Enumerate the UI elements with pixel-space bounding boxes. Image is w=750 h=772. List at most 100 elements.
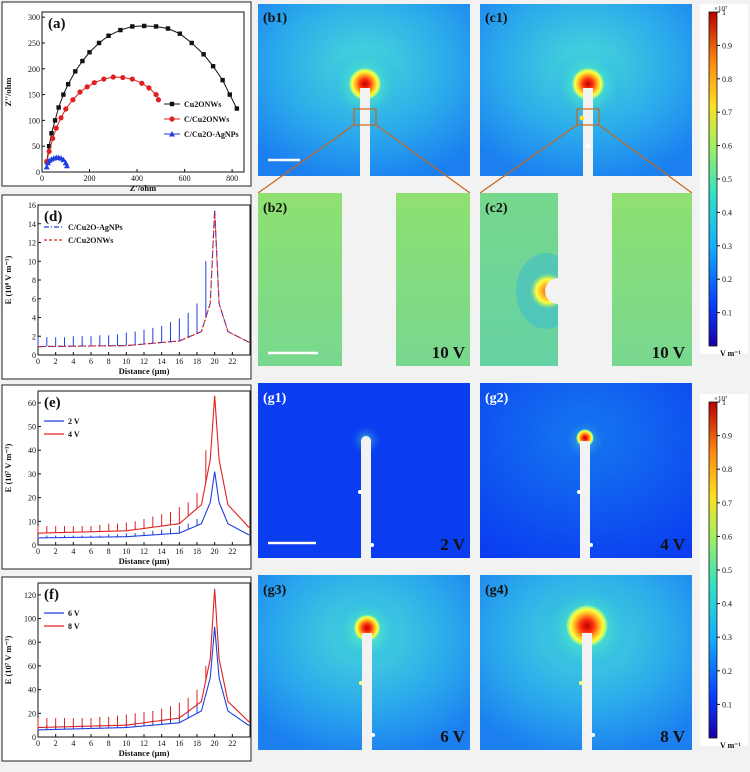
series-line-C/Cu2O-AgNPs [37, 209, 250, 348]
data-point [96, 40, 102, 46]
x-axis-label: Distance (μm) [119, 366, 170, 376]
colorbar-tick-label: 0.2 [722, 275, 732, 284]
colorbar-tick-label: 0.5 [722, 175, 732, 184]
colorbar-tick-label: 0.1 [722, 309, 732, 318]
x-tick-label: 12 [140, 547, 148, 556]
field-map-g3: (g3) 6 V [258, 575, 470, 750]
data-point [146, 85, 152, 91]
field-map-c2: (c2) 10 V [480, 193, 692, 366]
y-tick-label: 0 [32, 541, 36, 550]
data-point [201, 52, 206, 57]
data-point [61, 92, 66, 97]
legend-label: C/Cu2ONWs [68, 236, 113, 245]
data-point [177, 31, 183, 36]
x-tick-label: 200 [84, 174, 96, 183]
legend-label: Cu2ONWs [184, 100, 221, 109]
x-tick-label: 4 [71, 357, 75, 366]
colorbar-tick-label: 0.3 [722, 633, 732, 642]
field-distance-chart-e: 0 2 4 6 8 10 12 14 16 18 20 22 0 10 20 30 40 50 60 Distance… [1, 384, 252, 570]
legend-label: C/Cu2O-AgNPs [68, 223, 123, 232]
colorbar-tick-label: 0.3 [722, 242, 732, 251]
y-axis-label: Z''/ohm [3, 78, 13, 107]
x-tick-label: 10 [122, 547, 130, 556]
x-tick-label: 8 [107, 357, 111, 366]
colorbar-tick-label: 0.8 [722, 465, 732, 474]
x-tick-label: 6 [89, 739, 93, 748]
y-tick-label: 100 [24, 615, 36, 624]
x-tick-label: 20 [211, 357, 219, 366]
x-tick-label: 16 [175, 547, 183, 556]
x-tick-label: 2 [54, 739, 58, 748]
x-tick-label: 8 [107, 739, 111, 748]
y-tick-label: 60 [28, 662, 36, 671]
field-map-g2: (g2) 4 V [480, 383, 692, 558]
field-map-g1: (g1) 2 V [258, 383, 470, 558]
x-axis-label: Distance (μm) [119, 556, 170, 566]
colorbar-tick-label: 0.4 [722, 208, 732, 217]
legend-marker [169, 101, 175, 107]
y-tick-label: 60 [28, 399, 36, 408]
panel-label-g2: (g2) [485, 391, 509, 406]
x-tick-label: 2 [54, 547, 58, 556]
panel-label-c1: (c1) [485, 11, 508, 26]
colorbar-tick-label: 0.8 [722, 75, 732, 84]
field-distance-chart-f: 0 2 4 6 8 10 12 14 16 18 20 22 0 20 40 60 80 100 120 Distan… [1, 576, 252, 762]
data-point [65, 82, 71, 87]
series-line-4 V [37, 395, 250, 534]
colorbar-tick-label: 0.9 [722, 432, 732, 441]
y-axis-label: E (10⁷ V m⁻¹) [3, 635, 13, 684]
x-tick-label: 18 [193, 547, 201, 556]
y-tick-label: 300 [28, 13, 40, 22]
data-point [234, 106, 240, 111]
panel-frame [1, 194, 252, 380]
data-point [91, 80, 97, 86]
x-tick-label: 12 [140, 739, 148, 748]
y-axis-label: E (10⁷ V m⁻¹) [3, 443, 13, 492]
legend-label: 4 V [68, 430, 80, 439]
colorbar-gradient [708, 401, 718, 739]
data-point [153, 91, 159, 98]
field-distance-chart-d: 0 2 4 6 8 10 12 14 16 18 20 22 0 2 4 6 8 10 12 14 16 Distance… [1, 194, 252, 380]
data-point [46, 143, 52, 149]
y-tick-label: 2 [32, 332, 36, 341]
colorbar-exponent: ×10⁷ [714, 395, 728, 403]
x-tick-label: 10 [122, 739, 130, 748]
x-tick-label: 12 [140, 357, 148, 366]
x-tick-label: 16 [175, 357, 183, 366]
panel-label: (d) [44, 209, 62, 225]
x-tick-label: 0 [36, 357, 40, 366]
x-tick-label: 14 [158, 739, 166, 748]
y-tick-label: 10 [28, 257, 36, 266]
panel-label: (e) [44, 395, 61, 411]
data-point [70, 97, 76, 103]
x-tick-label: 0 [36, 547, 40, 556]
y-tick-label: 250 [28, 39, 40, 48]
field-map-b2: (b2) 10 V [258, 193, 470, 366]
data-point [101, 76, 107, 82]
plot-area [41, 11, 245, 173]
voltage-label-g4: 8 V [660, 727, 685, 746]
y-axis-label: E (10⁸ V m⁻¹) [3, 255, 13, 304]
field-map-g4: (g4) 8 V [480, 575, 692, 750]
y-tick-label: 8 [32, 276, 36, 285]
data-point [110, 74, 116, 80]
voltage-label-g2: 4 V [660, 535, 685, 554]
data-point [53, 125, 59, 131]
x-tick-label: 0 [40, 174, 44, 183]
y-tick-label: 120 [24, 591, 36, 600]
series-line-2 V [37, 471, 250, 539]
x-axis-label: Distance (μm) [119, 748, 170, 758]
colorbar-tick-label: 0.2 [722, 667, 732, 676]
y-tick-label: 40 [28, 446, 36, 455]
series-line-C/Cu2ONWs [37, 211, 250, 348]
x-tick-label: 16 [175, 739, 183, 748]
x-tick-label: 4 [71, 739, 75, 748]
data-point [43, 163, 50, 170]
x-tick-label: 8 [107, 547, 111, 556]
legend-label: 2 V [68, 417, 80, 426]
panel-label-g1: (g1) [263, 391, 287, 406]
panel-frame [1, 1, 252, 187]
legend-marker [169, 116, 175, 122]
data-point [130, 24, 135, 29]
x-tick-label: 14 [158, 357, 166, 366]
